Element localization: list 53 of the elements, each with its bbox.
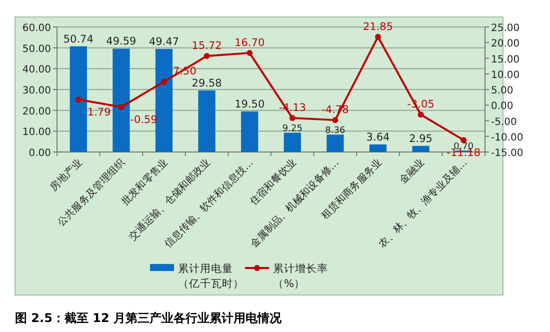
point [75, 96, 82, 103]
y2-tick-label: -5.00 [491, 116, 517, 128]
bar [284, 132, 301, 152]
point [418, 112, 424, 118]
y2-tick-label: -10.00 [491, 132, 524, 144]
x-tick-label: 金融业 [397, 156, 427, 186]
data-label: 1.79 [87, 106, 111, 119]
data-label: 16.70 [234, 36, 265, 49]
data-label: 50.74 [63, 33, 94, 46]
legend-label: 累计用电量（亿千瓦时） [178, 262, 244, 290]
bar [155, 48, 173, 152]
bar [70, 46, 87, 152]
y-tick-label: 50.00 [22, 44, 51, 55]
y-tick-label: 40.00 [22, 64, 51, 76]
y-tick-label: 0.00 [28, 148, 51, 159]
point [204, 53, 210, 59]
text: 图 2.5：截至 12 月第三产业各行业累计用电情况 [15, 311, 282, 325]
y2-tick-label: 5.00 [491, 86, 514, 96]
bar [326, 134, 344, 152]
data-label: 29.58 [192, 77, 222, 90]
point [118, 104, 124, 110]
point [375, 34, 381, 40]
point [289, 115, 296, 122]
data-label: 49.47 [148, 36, 180, 48]
x-tick-label: 房地产业 [48, 156, 85, 194]
data-label: -11.18 [446, 147, 481, 160]
data-label: 19.50 [234, 98, 265, 110]
bar [241, 111, 258, 152]
data-label: 15.72 [192, 40, 222, 52]
y-tick-label: 20.00 [22, 106, 51, 118]
point [332, 117, 338, 124]
y-tick-label: 60.00 [22, 23, 51, 34]
data-label: 8.36 [325, 126, 346, 136]
data-label: 49.59 [106, 36, 136, 48]
y2-tick-label: -15.00 [491, 148, 524, 159]
legend-label: 累计增长率（%） [273, 262, 328, 290]
data-label: 21.85 [362, 20, 394, 33]
y-tick-label: 30.00 [22, 86, 51, 96]
bar [112, 48, 130, 152]
y2-tick-label: 20.00 [491, 38, 520, 50]
data-label: 9.25 [282, 124, 302, 134]
data-label: 3.64 [366, 131, 390, 144]
y-tick-label: 10.00 [22, 127, 51, 138]
point [161, 78, 167, 85]
y2-tick-label: 10.00 [491, 70, 520, 81]
bar [369, 144, 387, 152]
y2-tick-label: 15.00 [491, 54, 520, 66]
point [246, 50, 253, 56]
bar [198, 90, 216, 152]
y2-tick-label: 0.00 [491, 101, 514, 112]
bar [412, 146, 430, 152]
y2-tick-label: 25.00 [491, 23, 520, 34]
data-label: 2.95 [409, 132, 432, 145]
